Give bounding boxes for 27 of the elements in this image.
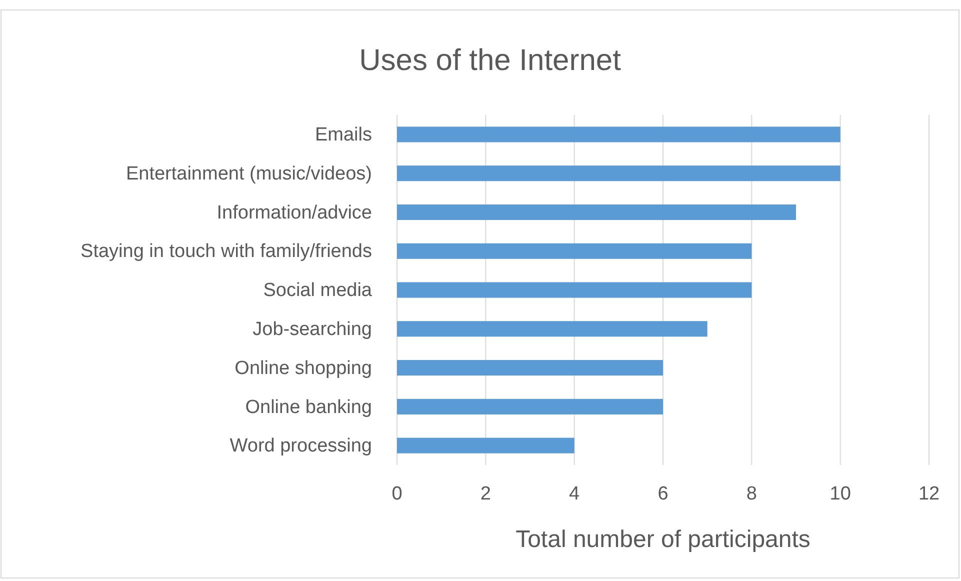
bar [397,126,840,142]
x-tick-label: 2 [480,483,491,504]
x-tick-label: 12 [918,483,940,504]
x-tick-label: 4 [569,483,580,504]
y-tick-label: Staying in touch with family/friends [80,241,372,262]
x-tick-label: 8 [746,483,757,504]
chart-title: Uses of the Internet [359,44,622,77]
bar [397,243,752,259]
bar [397,204,796,220]
y-tick-label: Job-searching [252,318,372,340]
bar [397,398,663,414]
bar [397,166,840,182]
y-tick-label: Word processing [230,436,372,457]
y-tick-label: Online banking [245,396,372,418]
y-tick-label: Online shopping [234,358,372,379]
y-tick-label: Entertainment (music/videos) [126,163,372,184]
x-tick-label: 6 [658,483,668,504]
bar [397,321,708,337]
bar [397,438,574,454]
x-tick-label: 10 [830,483,851,504]
bar [397,282,752,298]
x-tick-label: 0 [392,483,402,504]
x-axis-title: Total number of participants [516,526,810,553]
y-tick-label: Emails [314,124,372,146]
y-tick-label: Information/advice [216,202,372,224]
bar [397,360,663,376]
y-tick-label: Social media [263,280,372,302]
